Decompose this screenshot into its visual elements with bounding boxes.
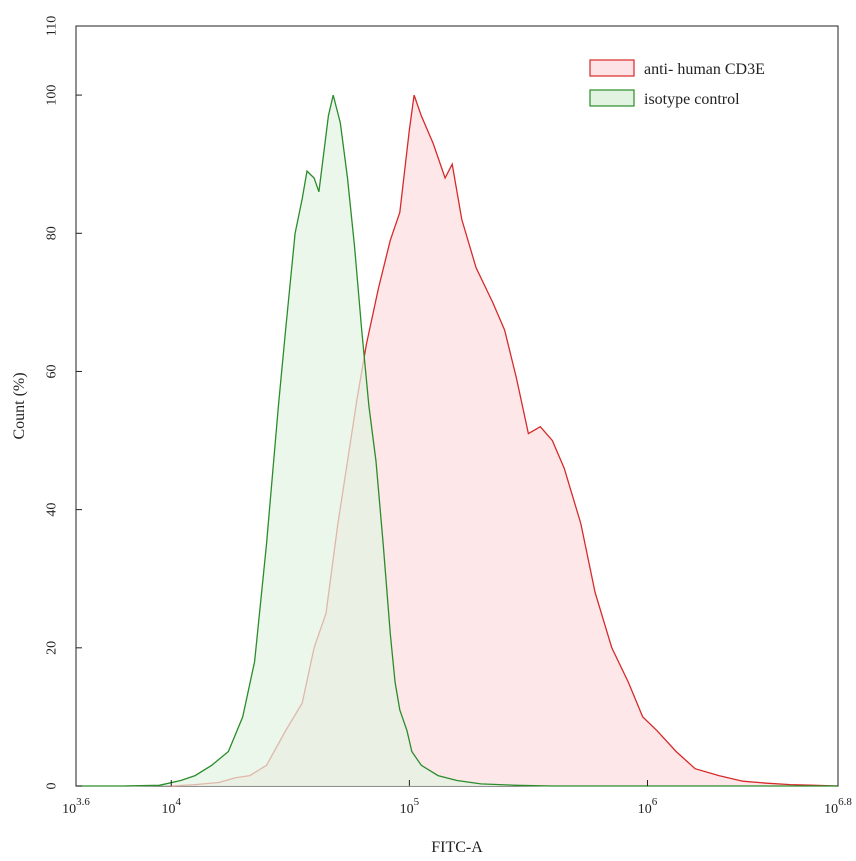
legend-swatch-isotype [589,89,635,107]
series-areas [76,94,839,787]
x-tick-label: 106 [638,796,658,817]
x-tick-label: 105 [400,796,420,817]
x-axis-title: FITC-A [431,839,483,856]
series-area-1 [76,95,838,787]
y-tick-label: 40 [45,503,60,517]
legend-label-isotype: isotype control [644,91,740,108]
y-axis-title: Count (%) [11,372,28,439]
legend: anti- human CD3E isotype control [589,59,765,108]
x-tick-label: 106.8 [824,796,852,817]
legend-swatch-cd3e [589,59,635,77]
x-tick-label: 103.6 [62,796,90,817]
y-tick-label: 110 [45,16,60,36]
y-tick-label: 0 [45,783,60,790]
legend-label-cd3e: anti- human CD3E [644,61,765,78]
y-tick-label: 20 [45,641,60,655]
x-tick-label: 104 [162,796,182,817]
series-line-1 [76,94,838,787]
x-axis-ticks: 103.6 104 105 106 106.8 [62,780,852,817]
y-tick-label: 100 [45,85,60,106]
y-tick-label: 80 [45,226,60,240]
y-tick-label: 60 [45,364,60,378]
y-axis-ticks: 0 20 40 60 80 100 110 [45,16,82,790]
